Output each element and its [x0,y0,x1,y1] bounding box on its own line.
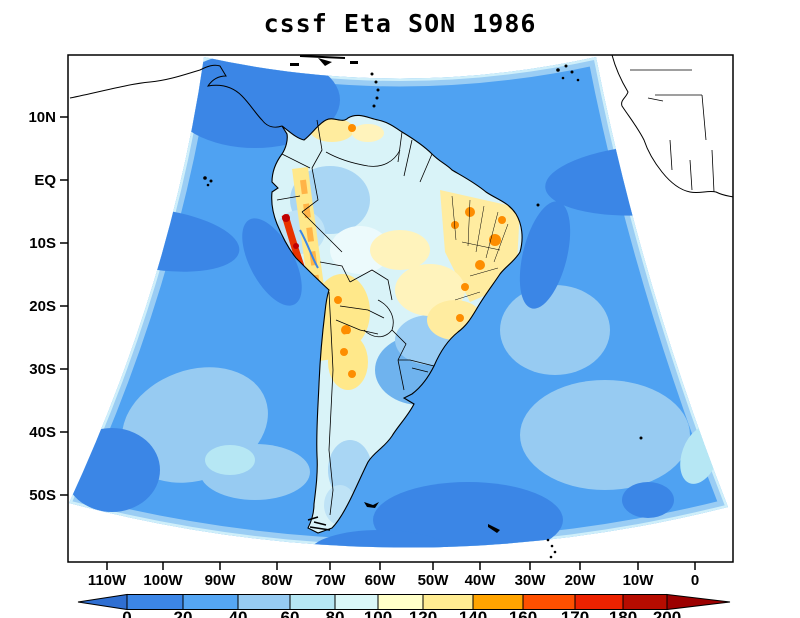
colorbar-label: 180 [609,608,637,618]
x-tick-label: 90W [205,572,237,589]
x-tick-label: 70W [315,572,347,589]
colorbar-label: 170 [561,608,589,618]
colorbar-label: 140 [459,608,487,618]
caribbean-islands [290,58,380,108]
x-tick-label: 40W [465,572,497,589]
plot-frame [67,54,734,563]
colorbar-label: 100 [364,608,392,618]
y-tick-label: 20S [29,298,56,315]
colorbar-label: 80 [326,608,345,618]
colorbar-label: 40 [229,608,248,618]
colorbar-label: 200 [653,608,681,618]
coastline [271,114,523,534]
y-tick-label: EQ [34,172,56,189]
x-tick-label: 60W [365,572,397,589]
colorbar-label: 60 [281,608,300,618]
colorbar-label: 20 [174,608,193,618]
y-tick-label: 40S [29,424,56,441]
x-tick-label: 100W [143,572,183,589]
y-tick-label: 10N [28,109,56,126]
tierra-del-fuego-detail [307,516,331,531]
x-tick-label: 20W [565,572,597,589]
plot-title: cssf Eta SON 1986 [264,9,537,38]
longitude-axis: 110W 100W 90W 80W 70W 60W 50W 40W 30W 20W 10W 0 [88,562,699,589]
y-tick-label: 10S [29,235,56,252]
colorbar-underflow-arrow [77,593,128,611]
central-america-coast [69,55,346,128]
x-tick-label: 30W [515,572,547,589]
x-tick-label: 10W [623,572,655,589]
west-africa-coast [611,54,734,198]
colorbar-label: 120 [409,608,437,618]
colorbar: 0 20 40 60 80 100 120 140 160 170 180 200 [77,593,731,618]
colorbar-label: 160 [509,608,537,618]
x-tick-label: 80W [262,572,294,589]
south-america-land [271,114,523,534]
y-tick-label: 30S [29,361,56,378]
latitude-axis: 10N EQ 10S 20S 30S 40S 50S [28,109,68,504]
x-tick-label: 0 [691,572,699,589]
y-tick-label: 50S [29,487,56,504]
x-tick-label: 110W [88,572,127,589]
colorbar-label: 0 [122,608,131,618]
small-islands [203,64,643,559]
state-borders [451,195,509,301]
country-borders [276,119,435,516]
colorbar-overflow-arrow [666,593,731,611]
x-tick-label: 50W [418,572,450,589]
